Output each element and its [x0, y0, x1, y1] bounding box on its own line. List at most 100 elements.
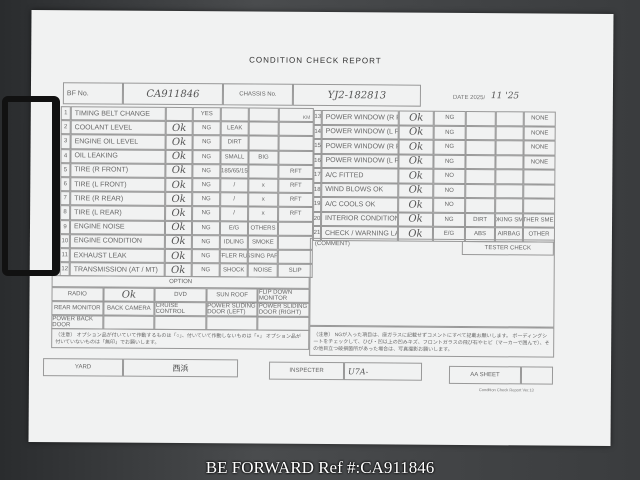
left-row-ok-mark: Ok — [165, 192, 193, 207]
left-row-number: 10 — [59, 233, 70, 249]
aa-sheet-label: AA SHEET — [448, 365, 522, 385]
left-row-ng: NG — [192, 149, 221, 165]
left-row-option — [248, 164, 279, 179]
option-note: （注意） オプション品が付いていて作動するものは「○」、付いていて作動しないもの… — [51, 328, 310, 350]
left-row-option — [278, 121, 314, 137]
left-row-label: TIMING BELT CHANGE — [70, 106, 166, 122]
option-item — [102, 315, 155, 330]
option-item: POWER SLIDING DOOR (RIGHT) — [257, 302, 310, 317]
option-item — [154, 315, 207, 331]
right-row-label: CHECK / WARNING LAMP — [320, 226, 399, 242]
right-row-number: 21 — [312, 225, 322, 241]
right-row-option: AIRBAG — [494, 227, 524, 242]
left-row-option: x — [248, 206, 279, 222]
left-row-number: 5 — [60, 162, 71, 178]
right-row-option — [523, 198, 556, 214]
bf-number: CA911846 — [122, 82, 224, 106]
clipboard-clip — [2, 96, 60, 276]
left-row-label: COOLANT LEVEL — [70, 120, 166, 136]
left-row-number: 4 — [60, 148, 71, 164]
date-label: DATE 2025/ — [452, 94, 486, 102]
left-row-option: / — [220, 178, 249, 193]
left-row-label: ENGINE CONDITION — [69, 234, 165, 249]
right-row-ok-mark: Ok — [398, 168, 434, 184]
left-row-ok-mark: Ok — [165, 149, 193, 164]
right-row-label: POWER WINDOW (R FRONT) — [321, 110, 399, 126]
right-row-option — [465, 140, 496, 155]
option-item: FLIP DOWN MONITOR — [257, 288, 310, 303]
left-row-option — [220, 107, 249, 122]
chassis-label: CHASSIS No. — [222, 83, 294, 106]
right-row-ok-mark: Ok — [398, 197, 434, 213]
left-row-ok-mark: Ok — [165, 177, 193, 193]
aa-sheet-value — [520, 366, 554, 385]
right-row-number: 13 — [313, 109, 322, 125]
option-item: DVD — [154, 287, 207, 303]
right-row-ng: NG — [433, 139, 466, 155]
left-row-option: IDLING — [219, 235, 248, 250]
watermark: BE FORWARD Ref #:CA911846 — [205, 458, 435, 477]
right-row-option — [465, 125, 496, 141]
right-row-option: ABS — [464, 227, 496, 242]
right-row-number: 15 — [313, 138, 322, 154]
left-row-option: SMALL — [220, 149, 249, 165]
left-row-ng: NG — [192, 163, 221, 179]
left-row-label: TIRE (L FRONT) — [70, 177, 166, 193]
left-row-option: SMOKE — [247, 235, 278, 250]
left-row-label: TIRE (R REAR) — [70, 191, 166, 207]
left-row-option: MISSING PARTS — [247, 249, 278, 264]
left-row-ng: NG — [192, 192, 221, 207]
right-row-label: A/C COOLS OK — [321, 197, 399, 213]
left-row-option — [278, 136, 314, 151]
left-row-option: LEAK — [220, 121, 249, 136]
right-row-option: NONE — [523, 140, 556, 156]
left-row-option — [277, 249, 313, 265]
left-row-option: RFT — [278, 164, 314, 179]
left-row-ok-mark — [165, 106, 193, 122]
left-row-option — [277, 235, 313, 250]
left-row-option: RFT — [278, 192, 314, 208]
left-row-label: TRANSMISSION (AT / MT) — [69, 262, 165, 278]
left-row-option: DIRT — [220, 135, 249, 151]
right-row-option — [495, 169, 524, 184]
condition-check-report: CONDITION CHECK REPORT BF No. CA911846 C… — [28, 9, 614, 447]
right-row-option — [495, 125, 524, 141]
left-row-option: x — [248, 192, 279, 208]
left-row-option — [277, 221, 314, 236]
left-row-label: ENGINE OIL LEVEL — [70, 134, 166, 150]
right-row-ng: E/G — [432, 226, 466, 242]
right-row-option — [465, 198, 496, 213]
right-row-ng: NO — [433, 183, 466, 199]
left-row-option: E/G — [219, 220, 249, 236]
right-row-option — [495, 198, 524, 213]
left-row-number: 3 — [60, 134, 71, 149]
left-row-option — [278, 107, 314, 123]
left-row-ng: NG — [192, 121, 221, 136]
right-row-number: 14 — [313, 124, 322, 140]
left-row-number: 11 — [59, 248, 70, 263]
left-row-ng: NG — [192, 206, 221, 221]
right-row-number: 20 — [313, 211, 322, 227]
right-row-option — [465, 111, 496, 126]
chassis-number: YJ2-182813 — [292, 83, 422, 107]
left-row-option: RFT — [278, 207, 314, 222]
left-row-ok-mark: Ok — [165, 135, 193, 150]
left-row-option: SLIP — [277, 263, 313, 279]
left-row-option — [278, 150, 314, 165]
right-row-ng: NO — [433, 197, 466, 213]
right-row-option: OTHER SMELL — [523, 212, 556, 228]
right-row-number: 19 — [313, 196, 322, 212]
left-row-ng: YES — [192, 107, 221, 122]
left-row-option — [248, 121, 279, 137]
inspector-value: U7A- — [343, 362, 423, 381]
left-row-ok-mark: Ok — [165, 163, 193, 179]
left-row-ok-mark: Ok — [164, 263, 192, 278]
option-item: SUN ROOF — [206, 288, 258, 303]
left-row-option: NOISE — [247, 263, 278, 279]
right-row-option — [495, 183, 524, 199]
right-row-option — [523, 169, 556, 185]
right-row-ok-mark: Ok — [398, 110, 434, 126]
yard-value: 西浜 — [122, 358, 239, 378]
left-row-option: x — [248, 178, 279, 193]
right-row-label: POWER WINDOW (R REAR) — [321, 139, 399, 155]
